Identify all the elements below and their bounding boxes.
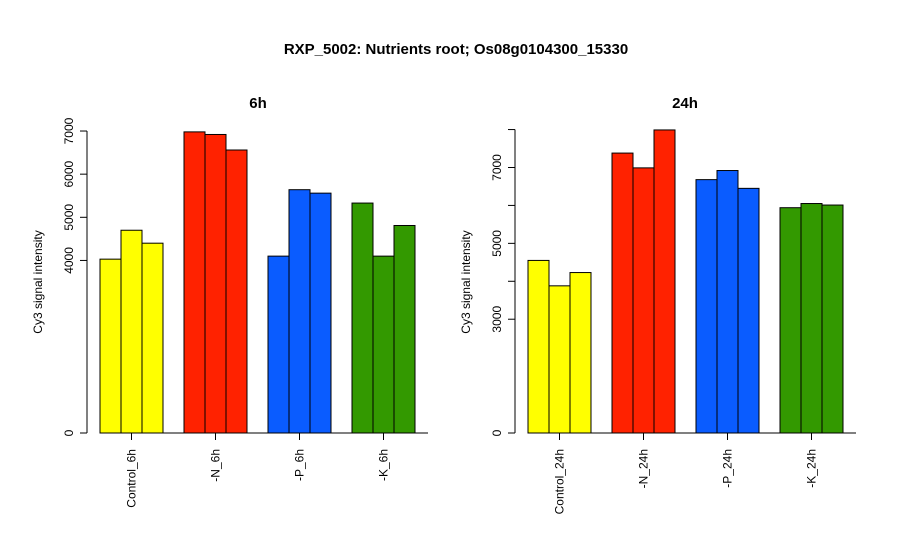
- bar: [569, 272, 592, 434]
- bar: [183, 131, 206, 434]
- bar: [800, 203, 823, 434]
- panel-title: 6h: [249, 95, 267, 112]
- x-tick-label: Control_24h: [553, 449, 567, 514]
- x-tick-label: -N_24h: [637, 449, 651, 488]
- panel-title: 24h: [672, 95, 698, 112]
- y-tick-label: 5000: [62, 204, 76, 231]
- bar: [267, 255, 290, 434]
- x-tick-label: -N_6h: [209, 449, 223, 482]
- bar: [372, 255, 395, 434]
- y-tick-label: 7000: [62, 117, 76, 144]
- bar: [611, 152, 634, 434]
- bar: [716, 170, 739, 434]
- bar: [527, 259, 550, 434]
- y-tick-label: 6000: [62, 160, 76, 187]
- panel-6h: 6h Cy3 signal intensity Control_6h -N_6h -P_…: [31, 95, 428, 508]
- bar: [141, 242, 164, 434]
- y-tick-label: 4000: [62, 247, 76, 274]
- y-tick-label: 5000: [490, 230, 504, 257]
- bar: [632, 167, 655, 434]
- bar: [225, 149, 248, 434]
- bar: [737, 187, 760, 434]
- bar: [779, 207, 802, 434]
- bar: [695, 179, 718, 434]
- main-title: RXP_5002: Nutrients root; Os08g0104300_1…: [284, 41, 628, 58]
- y-tick-label: 3000: [490, 306, 504, 333]
- x-tick-label: -P_6h: [293, 449, 307, 481]
- panel-24h: 24h Cy3 signal intensity Control_24h -N_24h…: [459, 95, 856, 514]
- x-tick-label: Control_6h: [125, 449, 139, 508]
- y-tick-label: 0: [62, 429, 76, 436]
- x-tick-label: -K_6h: [377, 449, 391, 481]
- bar: [393, 224, 416, 434]
- bar: [351, 202, 374, 434]
- bar: [821, 204, 844, 434]
- bar: [204, 133, 227, 434]
- bar: [309, 192, 332, 434]
- bar: [288, 189, 311, 434]
- y-axis-label: Cy3 signal intensity: [31, 230, 45, 333]
- bar: [548, 285, 571, 434]
- x-tick-label: -K_24h: [805, 449, 819, 488]
- x-tick-label: -P_24h: [721, 449, 735, 488]
- y-tick-label: 0: [490, 429, 504, 436]
- y-tick-label: 7000: [490, 154, 504, 181]
- bar: [653, 129, 676, 434]
- y-axis-label: Cy3 signal intensity: [459, 230, 473, 333]
- bar: [99, 258, 122, 434]
- bar: [120, 229, 143, 434]
